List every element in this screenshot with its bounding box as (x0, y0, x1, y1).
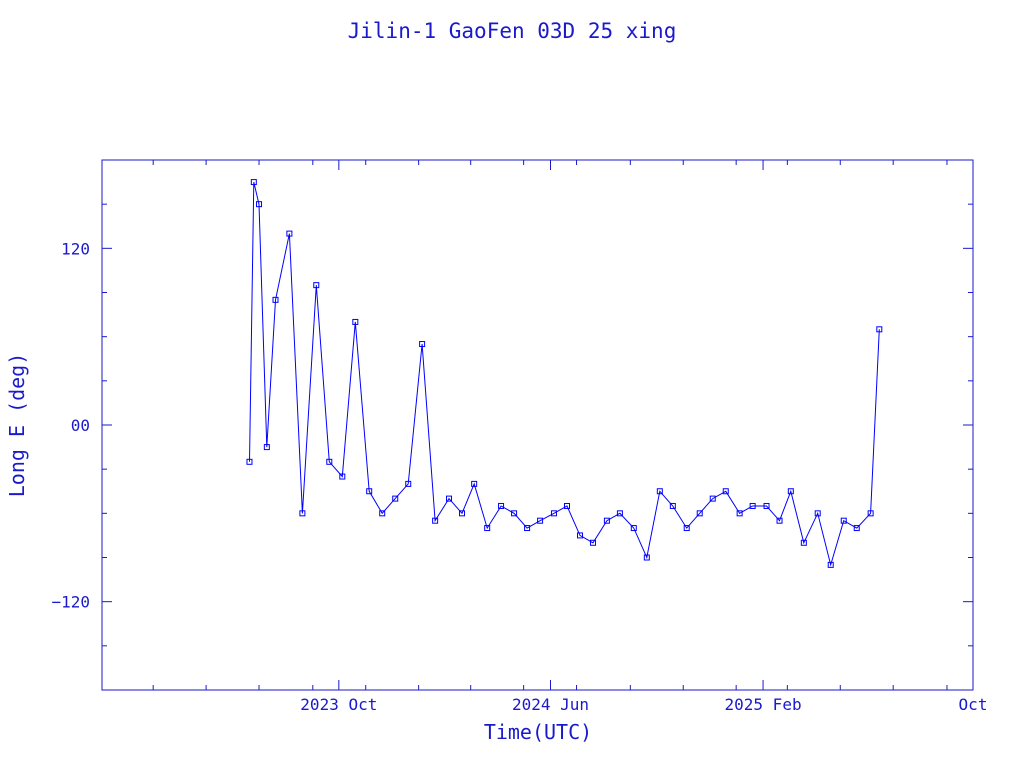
data-point (616, 510, 623, 517)
data-point (256, 201, 263, 208)
data-point (683, 525, 690, 532)
data-point (722, 488, 729, 495)
data-point (498, 502, 505, 509)
data-point (484, 525, 491, 532)
data-point (603, 517, 610, 524)
chart-title: Jilin-1 GaoFen 03D 25 xing (348, 19, 677, 43)
data-point (736, 510, 743, 517)
x-tick-label: 2023 Oct (300, 695, 377, 714)
data-point (366, 488, 373, 495)
data-point (853, 525, 860, 532)
x-axis-label: Time(UTC) (484, 720, 592, 744)
data-point (432, 517, 439, 524)
data-point (299, 510, 306, 517)
data-point (246, 458, 253, 465)
data-point (550, 510, 557, 517)
data-point (643, 554, 650, 561)
data-point (392, 495, 399, 502)
data-point (326, 458, 333, 465)
data-point (840, 517, 847, 524)
x-tick-label: 2025 Feb (725, 695, 802, 714)
axis-ticks (101, 159, 974, 691)
data-point (787, 488, 794, 495)
data-point (800, 539, 807, 546)
x-tick-label: Oct (959, 695, 988, 714)
data-layer (246, 179, 883, 568)
data-point (696, 510, 703, 517)
y-tick-label: 120 (61, 239, 90, 258)
data-point (339, 473, 346, 480)
data-point (630, 525, 637, 532)
data-point (511, 510, 518, 517)
data-point (263, 444, 270, 451)
data-point (313, 282, 320, 289)
data-point (471, 480, 478, 487)
y-tick-label: 00 (71, 416, 90, 435)
data-point (286, 230, 293, 237)
data-point (352, 318, 359, 325)
data-point (563, 502, 570, 509)
data-point (749, 502, 756, 509)
y-tick-label: −120 (51, 593, 90, 612)
data-point (763, 502, 770, 509)
data-point (709, 495, 716, 502)
data-point (537, 517, 544, 524)
x-tick-label: 2024 Jun (512, 695, 589, 714)
data-point (405, 480, 412, 487)
data-point (776, 517, 783, 524)
series-line (249, 181, 880, 567)
data-point (827, 561, 834, 568)
y-axis-label: Long E (deg) (5, 353, 29, 498)
data-point (272, 296, 279, 303)
data-point (459, 510, 466, 517)
data-point (867, 510, 874, 517)
data-point (419, 341, 426, 348)
plot-frame (101, 159, 974, 691)
data-point (446, 495, 453, 502)
data-point (379, 510, 386, 517)
data-point (524, 525, 531, 532)
data-point (590, 539, 597, 546)
data-point (876, 326, 883, 333)
data-point (669, 502, 676, 509)
data-point (814, 510, 821, 517)
tick-labels: −120 00 120 2023 Oct 2024 Jun 2025 Feb Oct (51, 239, 987, 714)
data-point (656, 488, 663, 495)
data-point (250, 179, 257, 186)
data-point (577, 532, 584, 539)
